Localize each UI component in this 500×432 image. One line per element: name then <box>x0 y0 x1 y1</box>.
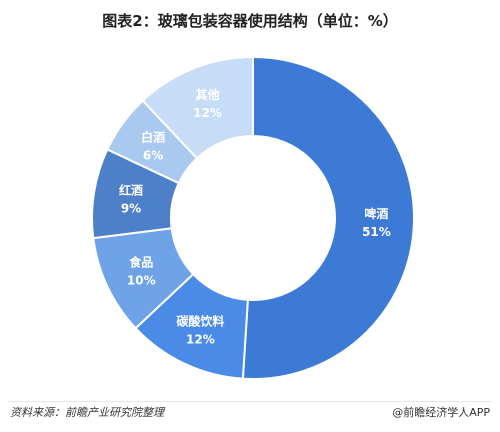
slice-category-label: 其他 <box>196 87 220 102</box>
slice-category-label: 红酒 <box>119 183 143 198</box>
slice-0 <box>241 55 416 380</box>
slice-5 <box>141 55 254 160</box>
chart-title: 图表2：玻璃包装容器使用结构（单位：%） <box>102 12 398 30</box>
slice-category-label: 碳酸饮料 <box>176 314 224 329</box>
credit-text: @前瞻经济学人APP <box>392 406 490 419</box>
slice-value-label: 9% <box>121 202 141 216</box>
slice-value-label: 12% <box>186 333 215 347</box>
footer-divider <box>8 401 492 402</box>
slice-category-label: 啤酒 <box>364 206 388 221</box>
source-note: 资料来源：前瞻产业研究院整理 <box>10 406 164 419</box>
slice-value-label: 10% <box>127 274 156 288</box>
slice-category-label: 白酒 <box>141 129 165 144</box>
slice-value-label: 6% <box>143 148 163 162</box>
slice-category-label: 食品 <box>128 255 153 270</box>
slice-value-label: 51% <box>362 225 391 239</box>
slice-value-label: 12% <box>193 106 222 120</box>
